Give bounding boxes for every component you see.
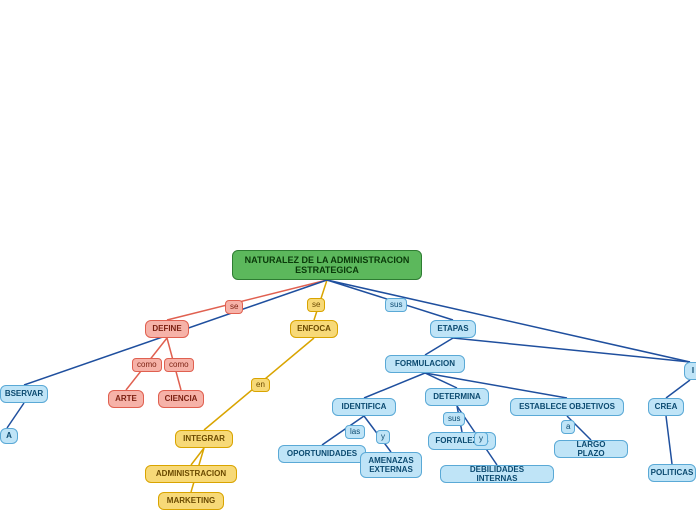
edge-label: se [307,298,325,312]
edge-label: como [164,358,194,372]
node-formulacion: FORMULACION [385,355,465,373]
node-oportunidades: OPORTUNIDADES [278,445,366,463]
node-define: DEFINE [145,320,189,338]
edge-label: las [345,425,365,439]
node-politicas: POLITICAS [648,464,696,482]
node-integrar: INTEGRAR [175,430,233,448]
node-determina: DETERMINA [425,388,489,406]
node-ciencia: CIENCIA [158,390,204,408]
node-identifica: IDENTIFICA [332,398,396,416]
edge-label: como [132,358,162,372]
node-establece: ESTABLECE OBJETIVOS [510,398,624,416]
node-marketing: MARKETING [158,492,224,510]
node-crea: CREA [648,398,684,416]
edge-label: y [474,432,488,446]
edge-label: se [225,300,243,314]
node-i_right: I [684,362,696,380]
node-enfoca: ENFOCA [290,320,338,338]
node-debilidades: DEBILIDADES INTERNAS [440,465,554,483]
node-amenazas: AMENAZAS EXTERNAS [360,452,422,478]
node-a_left: A [0,428,18,444]
node-arte: ARTE [108,390,144,408]
node-root: NATURALEZ DE LA ADMINISTRACION ESTRATEGI… [232,250,422,280]
edge-label: sus [443,412,465,426]
node-observar: BSERVAR [0,385,48,403]
edge-label: a [561,420,575,434]
node-etapas: ETAPAS [430,320,476,338]
edge-label: en [251,378,270,392]
edge-label: sus [385,298,407,312]
edge-label: y [376,430,390,444]
node-admin: ADMINISTRACION [145,465,237,483]
node-largoplazo: LARGO PLAZO [554,440,628,458]
